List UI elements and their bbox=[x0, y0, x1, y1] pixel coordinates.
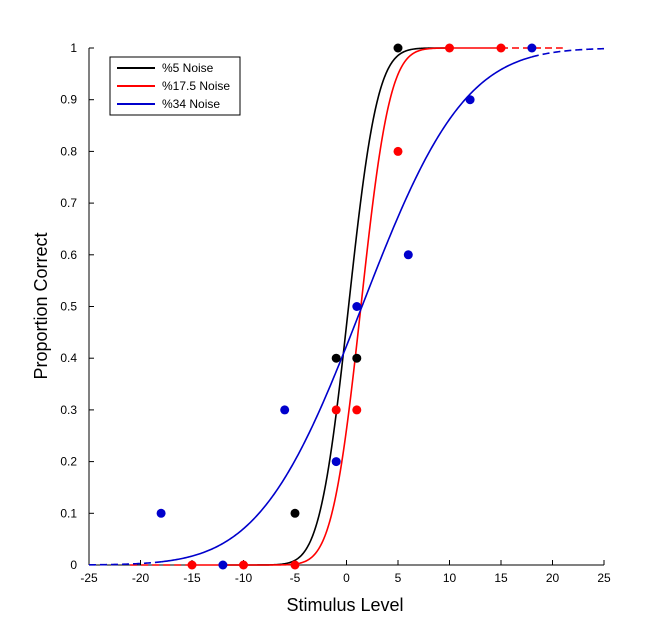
x-tick-label: -15 bbox=[183, 571, 201, 585]
x-tick-label: -25 bbox=[80, 571, 98, 585]
y-tick-label: 1 bbox=[70, 41, 77, 55]
x-tick-label: 10 bbox=[443, 571, 457, 585]
series-2-data-point bbox=[352, 405, 362, 415]
data-points bbox=[156, 43, 537, 570]
y-tick-label: 0.6 bbox=[60, 248, 77, 262]
x-tick-label: -20 bbox=[132, 571, 150, 585]
series-2-data-point bbox=[496, 43, 506, 53]
y-tick-label: 0.4 bbox=[60, 351, 77, 365]
x-tick-label: 20 bbox=[546, 571, 560, 585]
series-3-data-point bbox=[403, 250, 413, 260]
series-3-data-point bbox=[527, 43, 537, 53]
series-2-data-point bbox=[393, 146, 403, 156]
x-tick-label: -10 bbox=[235, 571, 253, 585]
series-2-data-point bbox=[290, 560, 300, 570]
series-2-fit-curve bbox=[192, 47, 501, 566]
series-1-fit-curve bbox=[222, 47, 450, 566]
x-tick-label: 15 bbox=[494, 571, 508, 585]
legend-label-series-1: %5 Noise bbox=[162, 61, 214, 75]
x-tick-label: 5 bbox=[395, 571, 402, 585]
x-tick-label: 0 bbox=[343, 571, 350, 585]
y-tick-label: 0.5 bbox=[60, 300, 77, 314]
series-3-fit-extension-left bbox=[88, 560, 162, 566]
x-tick-label: -5 bbox=[290, 571, 301, 585]
series-3-data-point bbox=[331, 457, 341, 467]
series-3-data-point bbox=[156, 508, 166, 518]
y-axis-title: Proportion Correct bbox=[31, 232, 51, 379]
legend-label-series-2: %17.5 Noise bbox=[162, 79, 230, 93]
y-tick-label: 0.3 bbox=[60, 403, 77, 417]
series-3-fit-curve bbox=[161, 56, 533, 563]
series-3-data-point bbox=[352, 302, 362, 311]
series-3-data-point bbox=[218, 560, 228, 570]
legend: %5 Noise %17.5 Noise %34 Noise bbox=[109, 56, 241, 116]
y-tick-label: 0 bbox=[70, 558, 77, 572]
y-tick-label: 0.8 bbox=[60, 144, 77, 158]
y-tick-label: 0.1 bbox=[60, 506, 77, 520]
series-2-data-point bbox=[331, 405, 341, 415]
series-2-data-point bbox=[445, 43, 454, 53]
series-1-data-point bbox=[331, 353, 341, 363]
legend-label-series-3: %34 Noise bbox=[162, 97, 220, 111]
series-2-data-point bbox=[239, 560, 248, 570]
fit-curves bbox=[88, 47, 605, 566]
y-ticks: 0 0.1 0.2 0.3 0.4 0.5 0.6 0.7 0.8 0.9 1 bbox=[60, 41, 94, 572]
series-1-data-point bbox=[393, 43, 403, 53]
y-tick-label: 0.2 bbox=[60, 455, 77, 469]
series-2-data-point bbox=[187, 560, 197, 570]
series-1-data-point bbox=[352, 353, 362, 363]
x-tick-label: 25 bbox=[597, 571, 611, 585]
axes: -25 -20 -15 -10 -5 0 5 10 15 20 25 0 0.1 0.2 0.3 0.4 0.… bbox=[60, 41, 611, 585]
series-3-data-point bbox=[465, 95, 475, 105]
series-3-data-point bbox=[280, 405, 290, 415]
series-1-data-point bbox=[290, 508, 300, 518]
x-ticks: -25 -20 -15 -10 -5 0 5 10 15 20 25 bbox=[80, 560, 611, 585]
series-3-fit-extension-right bbox=[531, 47, 605, 58]
y-tick-label: 0.9 bbox=[60, 93, 77, 107]
y-tick-label: 0.7 bbox=[60, 196, 77, 210]
x-axis-title: Stimulus Level bbox=[286, 595, 403, 615]
